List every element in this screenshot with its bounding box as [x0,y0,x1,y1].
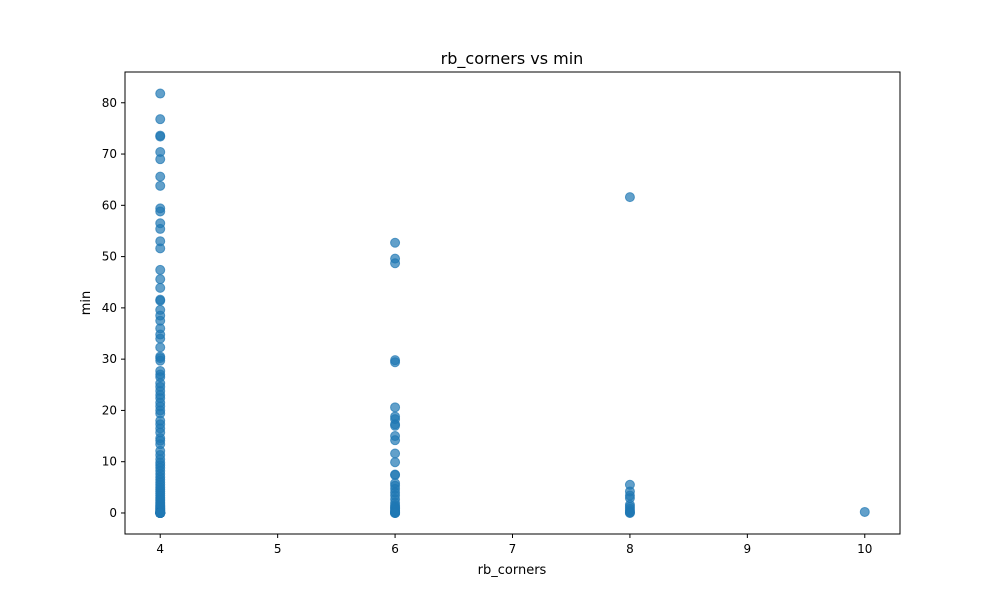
x-axis-ticks: 4 5 6 7 8 9 10 [156,534,872,556]
data-points [155,88,870,518]
data-point [390,258,401,269]
data-point [155,180,166,191]
y-tick-label: 70 [102,147,117,161]
y-tick-label: 60 [102,198,117,212]
data-point [390,402,401,413]
data-point [390,457,401,468]
data-point [155,243,166,254]
data-point [155,154,166,165]
y-tick-label: 40 [102,301,117,315]
x-tick-label: 4 [156,542,164,556]
x-tick-label: 10 [857,542,872,556]
data-point [155,282,166,293]
data-point [390,470,401,481]
data-point [155,88,166,99]
data-point [155,333,166,344]
data-point [155,355,166,366]
data-point [390,237,401,248]
x-tick-label: 7 [509,542,517,556]
data-point [624,192,635,203]
y-axis-label: min [79,291,94,316]
data-point [155,223,166,234]
y-axis-ticks: 0 10 20 30 40 50 60 70 80 [102,96,125,520]
data-point [390,420,401,431]
x-tick-label: 6 [391,542,399,556]
y-tick-label: 80 [102,96,117,110]
x-tick-label: 9 [744,542,752,556]
chart-title: rb_corners vs min [441,49,584,69]
data-point [155,206,166,217]
data-point [155,274,166,285]
data-point [859,506,870,517]
x-tick-label: 8 [626,542,634,556]
data-point [155,131,166,142]
data-point [624,507,635,518]
y-tick-label: 50 [102,250,117,264]
y-tick-label: 20 [102,403,117,417]
y-tick-label: 30 [102,352,117,366]
x-tick-label: 5 [274,542,282,556]
data-point [390,357,401,368]
data-point [155,171,166,182]
plot-frame [124,71,901,535]
data-point [155,342,166,353]
data-point [390,448,401,459]
y-tick-label: 10 [102,455,117,469]
data-point [155,114,166,125]
y-tick-label: 0 [109,506,117,520]
data-point [155,507,166,518]
data-point [155,295,166,306]
data-point [155,264,166,275]
data-point [390,507,401,518]
data-point [390,435,401,446]
x-axis-label: rb_corners [478,563,547,578]
